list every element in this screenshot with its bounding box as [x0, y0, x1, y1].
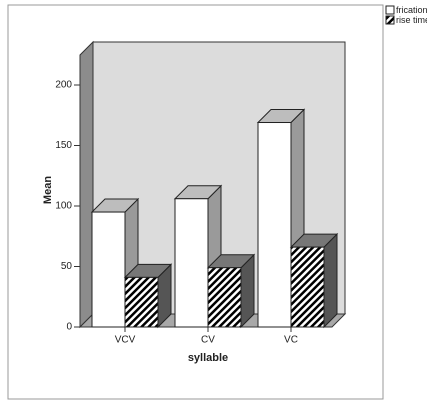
bar	[92, 212, 125, 327]
bar	[258, 123, 291, 327]
side-wall	[80, 42, 93, 327]
y-tick-label: 100	[55, 201, 72, 212]
legend-swatch	[386, 6, 394, 14]
bar	[125, 277, 158, 327]
x-tick-label: VCV	[115, 335, 136, 346]
bar-side	[324, 234, 337, 327]
y-axis-label: Mean	[42, 176, 54, 204]
x-axis-label: syllable	[188, 352, 228, 364]
chart: Mean syllable 0 50 100 150 200 VCV CV VC fricati…	[0, 0, 427, 402]
legend-label: rise time	[396, 15, 427, 25]
legend-label: frication	[396, 5, 427, 15]
bar	[291, 247, 324, 327]
legend-swatch	[386, 16, 394, 24]
bar	[208, 268, 241, 327]
y-tick-label: 50	[61, 261, 73, 272]
x-tick-label: CV	[201, 335, 215, 346]
bar	[175, 199, 208, 327]
y-tick-label: 200	[55, 80, 72, 91]
x-tick-label: VC	[284, 335, 298, 346]
y-tick-label: 150	[55, 140, 72, 151]
y-tick-label: 0	[66, 322, 72, 333]
